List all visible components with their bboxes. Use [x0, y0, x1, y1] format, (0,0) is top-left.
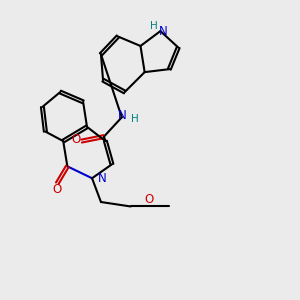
Text: H: H [131, 114, 139, 124]
Text: O: O [144, 194, 153, 206]
Text: N: N [158, 25, 167, 38]
Text: N: N [117, 109, 126, 122]
Text: O: O [52, 183, 62, 196]
Text: H: H [150, 21, 158, 31]
Text: O: O [71, 133, 80, 146]
Text: N: N [98, 172, 106, 185]
